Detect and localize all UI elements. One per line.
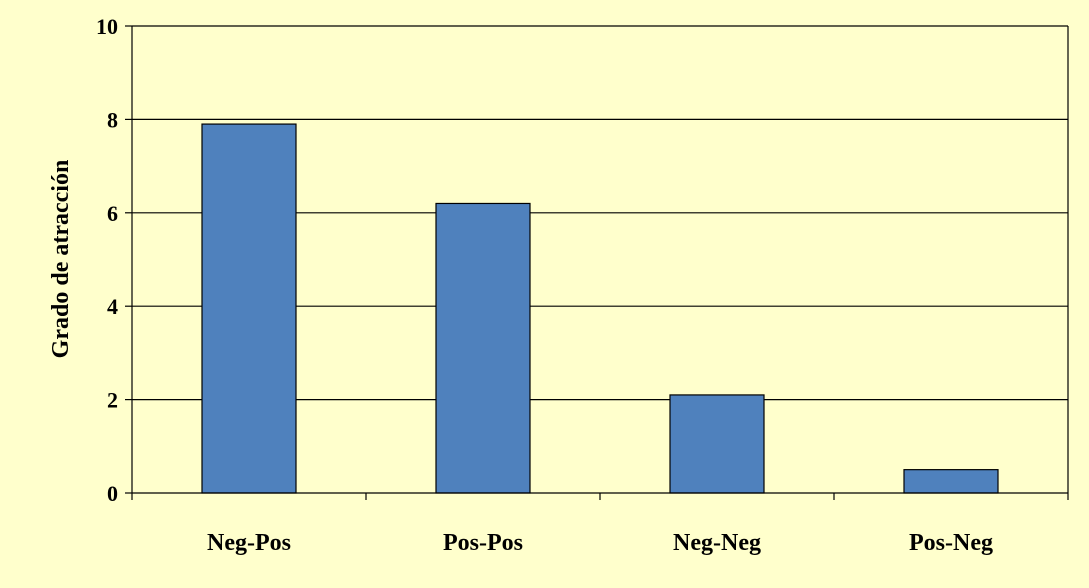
y-tick-label: 0 xyxy=(107,481,118,506)
y-axis-title: Grado de atracción xyxy=(48,160,74,359)
labels: 0 2 4 6 8 10 Neg-Pos Pos-Pos Neg-Neg Pos-Neg xyxy=(96,14,993,556)
y-tick-label: 2 xyxy=(107,388,118,413)
x-category-label: Neg-Neg xyxy=(673,530,761,556)
bar-pos-neg xyxy=(903,469,999,494)
y-tick-label: 8 xyxy=(107,107,118,132)
x-category-label: Neg-Pos xyxy=(207,530,291,556)
bar-neg-neg xyxy=(669,394,765,494)
axes xyxy=(125,25,1069,500)
bar-neg-pos xyxy=(201,123,297,494)
x-category-label: Pos-Pos xyxy=(443,530,523,556)
x-category-label: Pos-Neg xyxy=(909,530,993,556)
y-tick-label: 6 xyxy=(107,201,118,226)
y-tick-label: 4 xyxy=(107,294,118,319)
y-tick-label: 10 xyxy=(96,14,118,39)
bars xyxy=(201,123,999,494)
bar-pos-pos xyxy=(435,202,531,494)
